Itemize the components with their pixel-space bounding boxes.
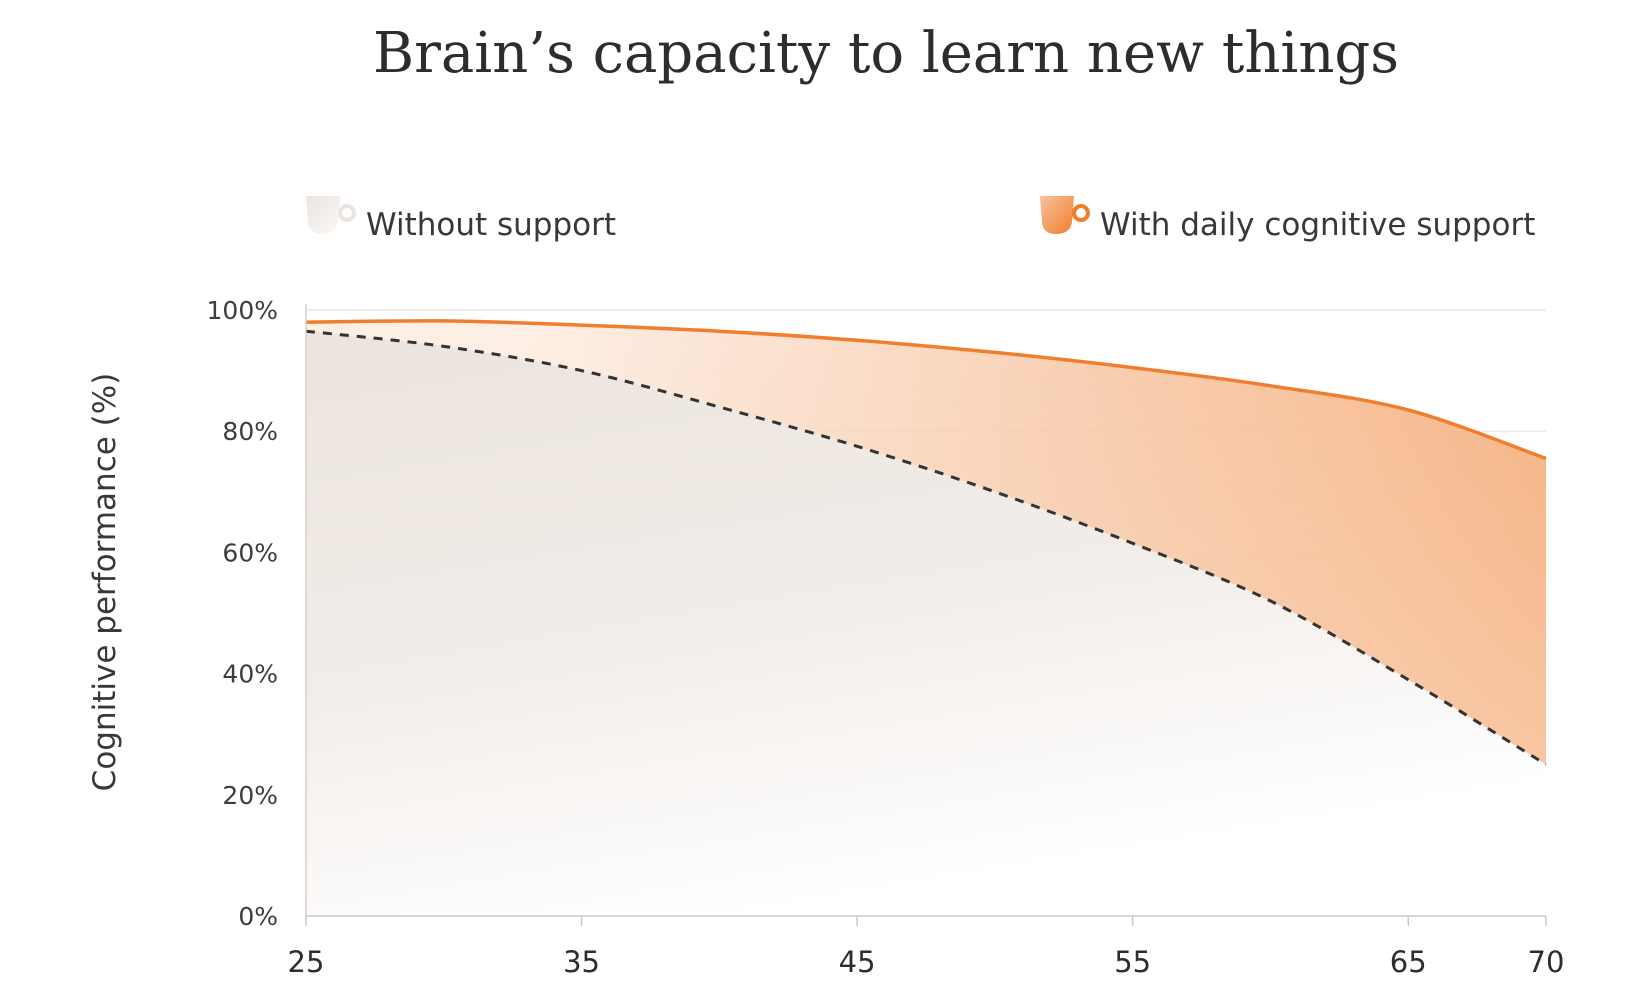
y-tick-label: 0%: [238, 902, 278, 931]
series-line-with-support: [305, 319, 1547, 461]
y-tick-label: 80%: [222, 417, 278, 446]
x-tick-label: 25: [288, 945, 325, 979]
legend-label-with-support: With daily cognitive support: [1100, 207, 1535, 243]
y-tick-label: 100%: [207, 296, 278, 325]
y-tick-label: 40%: [222, 660, 278, 689]
legend-label-without-support: Without support: [366, 207, 616, 243]
x-tick-label: 45: [839, 945, 876, 979]
x-tick-label: 65: [1390, 945, 1427, 979]
x-tick-label: 70: [1528, 945, 1565, 979]
y-tick-label: 20%: [222, 781, 278, 810]
legend-item-with-support: With daily cognitive support: [1040, 196, 1535, 243]
y-axis-label: Cognitive performance (%): [87, 373, 123, 792]
series-line-without-support: [305, 329, 1547, 766]
chart-title: Brain’s capacity to learn new things: [373, 21, 1399, 86]
axes: [305, 304, 1547, 926]
y-tick-label: 60%: [222, 538, 278, 567]
cup-icon: [1040, 196, 1090, 234]
area-without-support: [306, 331, 1546, 916]
y-tick-labels: 0% 20% 40% 60% 80% 100%: [207, 296, 278, 931]
x-tick-labels: 25 35 45 55 65 70: [288, 945, 1565, 979]
area-fills: [306, 320, 1546, 916]
x-tick-label: 55: [1114, 945, 1151, 979]
cup-icon: [306, 196, 356, 234]
legend-item-without-support: Without support: [306, 196, 616, 243]
x-tick-label: 35: [563, 945, 600, 979]
legend: Without support With daily cognitive sup…: [306, 196, 1535, 243]
series-lines: [305, 319, 1547, 766]
